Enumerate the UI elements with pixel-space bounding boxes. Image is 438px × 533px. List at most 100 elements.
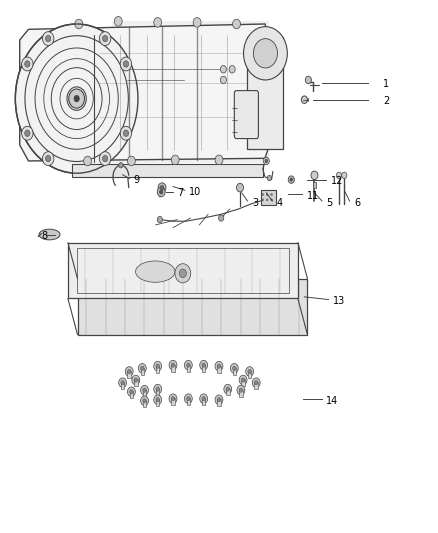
Circle shape (233, 19, 240, 29)
Text: 10: 10 (189, 187, 201, 197)
Text: 13: 13 (333, 296, 345, 306)
Circle shape (237, 183, 244, 192)
Circle shape (311, 171, 318, 180)
Circle shape (21, 57, 33, 71)
Text: 7: 7 (177, 189, 184, 198)
Text: 5: 5 (326, 198, 332, 207)
Circle shape (102, 156, 108, 162)
Bar (261, 190, 276, 205)
Circle shape (200, 394, 208, 403)
Circle shape (157, 187, 165, 197)
Circle shape (46, 35, 51, 42)
FancyBboxPatch shape (234, 91, 258, 139)
Circle shape (230, 364, 238, 373)
Circle shape (143, 399, 146, 403)
Text: 11: 11 (307, 191, 319, 200)
Bar (143, 390, 146, 397)
Circle shape (336, 172, 342, 179)
Circle shape (15, 24, 138, 173)
Circle shape (46, 156, 51, 162)
Circle shape (141, 385, 148, 395)
Circle shape (114, 17, 122, 26)
Circle shape (180, 269, 186, 278)
Ellipse shape (136, 261, 175, 282)
Circle shape (239, 375, 247, 385)
Circle shape (169, 360, 177, 370)
Text: 4: 4 (277, 198, 283, 207)
Circle shape (120, 57, 132, 71)
Circle shape (215, 395, 223, 405)
Text: 9: 9 (134, 175, 140, 185)
Circle shape (262, 199, 264, 201)
Circle shape (141, 396, 148, 406)
Circle shape (119, 378, 127, 387)
Circle shape (220, 66, 226, 73)
Bar (239, 390, 243, 397)
Circle shape (267, 175, 272, 181)
Circle shape (187, 363, 190, 367)
Circle shape (154, 384, 162, 394)
Circle shape (75, 19, 83, 29)
Bar (248, 371, 251, 378)
Circle shape (248, 369, 251, 374)
Circle shape (271, 199, 272, 201)
Bar (241, 379, 245, 386)
Text: 2: 2 (383, 96, 389, 106)
Circle shape (184, 394, 192, 403)
Circle shape (229, 66, 235, 73)
Bar (112, 21, 269, 163)
Circle shape (156, 387, 159, 391)
Circle shape (253, 39, 278, 68)
Circle shape (342, 172, 347, 179)
Circle shape (233, 366, 236, 370)
Circle shape (220, 76, 226, 84)
Circle shape (99, 31, 111, 45)
Circle shape (154, 18, 162, 27)
Circle shape (262, 193, 264, 196)
Bar (134, 379, 138, 386)
Circle shape (290, 178, 293, 181)
Circle shape (215, 155, 223, 165)
Circle shape (127, 387, 135, 397)
Bar (247, 37, 283, 149)
Circle shape (202, 397, 205, 401)
Circle shape (239, 388, 243, 392)
Circle shape (84, 156, 92, 166)
Circle shape (219, 215, 224, 221)
Bar (202, 398, 205, 405)
Circle shape (25, 61, 30, 67)
Circle shape (184, 360, 192, 370)
Circle shape (154, 395, 162, 405)
Circle shape (246, 367, 254, 376)
Bar (72, 164, 263, 177)
Circle shape (252, 378, 260, 387)
Circle shape (171, 363, 175, 367)
Bar (143, 400, 146, 407)
Circle shape (237, 385, 245, 395)
Bar (156, 399, 159, 406)
Text: 12: 12 (331, 176, 343, 186)
Circle shape (42, 152, 54, 166)
Circle shape (217, 398, 221, 402)
Circle shape (132, 375, 140, 385)
Circle shape (141, 366, 144, 370)
Text: 3: 3 (252, 198, 258, 207)
Circle shape (156, 364, 159, 368)
Circle shape (265, 159, 268, 163)
Circle shape (224, 384, 232, 394)
Circle shape (271, 193, 272, 196)
Bar (121, 382, 124, 389)
Circle shape (215, 361, 223, 371)
Ellipse shape (39, 229, 60, 240)
Circle shape (154, 361, 162, 371)
Circle shape (74, 95, 79, 102)
Text: 8: 8 (42, 231, 48, 240)
Circle shape (158, 183, 166, 192)
Circle shape (99, 152, 111, 166)
Circle shape (119, 163, 123, 168)
Circle shape (263, 157, 269, 165)
Circle shape (202, 363, 205, 367)
Circle shape (143, 388, 146, 392)
Circle shape (42, 31, 54, 45)
Bar (77, 248, 289, 293)
